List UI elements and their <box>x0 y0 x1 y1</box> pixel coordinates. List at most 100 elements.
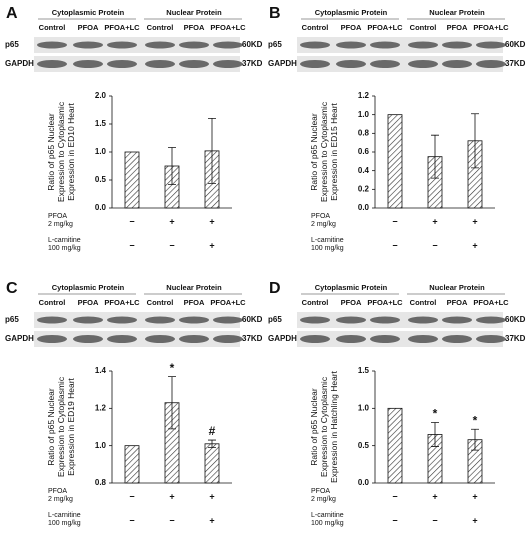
blot-band <box>442 60 472 68</box>
y-tick-label: 0.8 <box>358 128 370 137</box>
lane-label: PFOA <box>78 298 99 307</box>
y-tick-label: 0.8 <box>95 478 107 487</box>
blot-band <box>476 60 506 68</box>
y-tick-label: 1.0 <box>358 403 370 412</box>
blot-band <box>476 335 506 343</box>
size-label: 37KD <box>505 334 526 343</box>
x-table-label: PFOA <box>48 488 67 495</box>
x-table-label: 100 mg/kg <box>48 520 81 527</box>
row-label: GAPDH <box>268 334 297 343</box>
blot-band <box>179 60 209 68</box>
blot-band <box>300 316 330 324</box>
blot-band <box>442 335 472 343</box>
x-table-mark: − <box>129 240 134 250</box>
x-table-mark: + <box>472 216 477 226</box>
bar <box>387 407 403 484</box>
x-table-mark: + <box>209 491 214 501</box>
x-table-mark: − <box>129 515 134 525</box>
annotation: # <box>209 424 216 438</box>
y-axis-label: Ratio of p65 NuclearExpression to Cytopl… <box>309 370 339 483</box>
blot-band <box>107 335 137 343</box>
row-label: p65 <box>5 315 19 324</box>
blot-band <box>179 316 209 324</box>
lane-label: PFOA+LC <box>473 298 509 307</box>
size-label: 60KD <box>505 315 526 324</box>
y-tick-label: 0.5 <box>358 441 370 450</box>
lane-label: PFOA <box>78 23 99 32</box>
lane-label: PFOA+LC <box>367 23 403 32</box>
y-tick-label: 0.6 <box>358 147 370 156</box>
lane-label: PFOA+LC <box>104 23 140 32</box>
y-tick-label: 1.5 <box>95 119 107 128</box>
blot-group: Cytoplasmic Protein <box>52 8 125 17</box>
y-tick-label: 1.0 <box>95 147 107 156</box>
annotation: * <box>433 407 438 421</box>
x-table-label: PFOA <box>48 213 67 220</box>
x-table-label: 2 mg/kg <box>48 221 73 228</box>
blot-band <box>408 335 438 343</box>
lane-label: PFOA <box>447 298 468 307</box>
panel: D Cytoplasmic Protein Nuclear Protein Contr… <box>268 280 526 527</box>
blot-band <box>213 41 243 49</box>
lane-label: Control <box>302 23 329 32</box>
x-table-label: L-carnitine <box>311 512 344 519</box>
x-table-mark: + <box>209 216 214 226</box>
row-label: p65 <box>5 40 19 49</box>
blot-band <box>145 41 175 49</box>
blot-band <box>442 41 472 49</box>
x-table-label: PFOA <box>311 213 330 220</box>
lane-label: Control <box>147 298 174 307</box>
lane-label: Control <box>410 23 437 32</box>
blot-band <box>336 335 366 343</box>
y-axis-label-line: Ratio of p65 Nuclear <box>46 388 56 466</box>
lane-label: PFOA+LC <box>473 23 509 32</box>
blot-band <box>370 60 400 68</box>
lane-label: PFOA <box>341 23 362 32</box>
y-axis-label: Ratio of p65 NuclearExpression to Cytopl… <box>46 101 76 202</box>
blot-band <box>73 41 103 49</box>
y-tick-label: 0.5 <box>95 175 107 184</box>
blot-band <box>37 316 67 324</box>
x-table-mark: + <box>169 216 174 226</box>
x-table-mark: − <box>392 515 397 525</box>
row-label: GAPDH <box>5 334 34 343</box>
x-table-mark: − <box>392 240 397 250</box>
bar <box>124 445 140 484</box>
y-tick-label: 0.0 <box>95 203 107 212</box>
y-axis-label-line: Expression to Cytoplasmic <box>319 101 329 202</box>
panel: B Cytoplasmic Protein Nuclear Protein Contr… <box>268 5 526 252</box>
size-label: 60KD <box>505 40 526 49</box>
x-table-mark: + <box>472 240 477 250</box>
y-axis-label: Ratio of p65 NuclearExpression to Cytopl… <box>309 101 339 202</box>
y-tick-label: 0.2 <box>358 184 370 193</box>
blot-band <box>476 316 506 324</box>
x-table-mark: + <box>472 491 477 501</box>
x-table-mark: − <box>432 240 437 250</box>
error-bar <box>431 134 439 179</box>
blot-band <box>107 41 137 49</box>
blot-band <box>179 335 209 343</box>
blot-band <box>408 316 438 324</box>
blot-band <box>442 316 472 324</box>
bar <box>387 114 403 209</box>
error-bar <box>471 113 479 169</box>
x-table-label: 100 mg/kg <box>311 245 344 252</box>
panel-label: A <box>6 5 18 22</box>
x-table-mark: − <box>169 515 174 525</box>
size-label: 60KD <box>242 315 263 324</box>
y-axis-label: Ratio of p65 NuclearExpression to Cytopl… <box>46 376 76 477</box>
blot-band <box>73 60 103 68</box>
blot-group: Nuclear Protein <box>166 8 222 17</box>
y-axis-label-line: Ratio of p65 Nuclear <box>46 113 56 191</box>
y-tick-label: 1.0 <box>95 441 107 450</box>
y-axis-label-line: Expression to Cytoplasmic <box>56 101 66 202</box>
size-label: 37KD <box>242 59 263 68</box>
error-bar <box>471 428 479 451</box>
x-table-mark: + <box>472 515 477 525</box>
lane-label: PFOA+LC <box>104 298 140 307</box>
y-tick-label: 1.4 <box>95 366 107 375</box>
x-table-mark: − <box>169 240 174 250</box>
lane-label: PFOA <box>341 298 362 307</box>
x-table-mark: + <box>209 240 214 250</box>
blot-band <box>336 316 366 324</box>
